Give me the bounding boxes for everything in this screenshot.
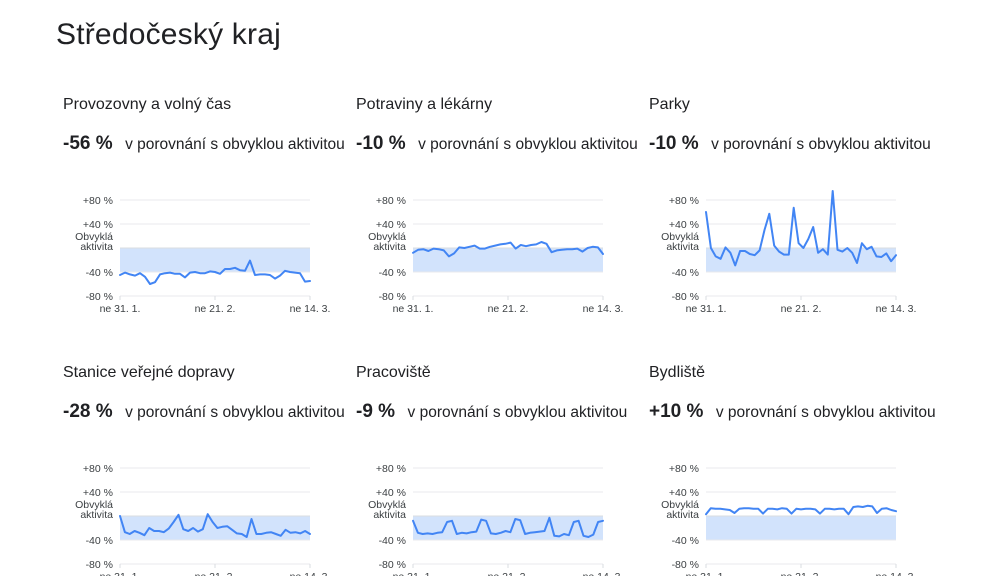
- y-tick-label: -40 %: [86, 535, 113, 547]
- y-tick-label: -40 %: [672, 267, 699, 279]
- y-tick-label: -40 %: [672, 535, 699, 547]
- chart-panel-doprava: Stanice veřejné dopravy -28 % v porovnán…: [56, 356, 346, 576]
- x-tick-label: ne 21. 2.: [488, 571, 529, 576]
- panel-title: Stanice veřejné dopravy: [63, 364, 235, 381]
- baseline-band: [120, 516, 310, 540]
- y-tick-label: Obvyklá aktivita: [661, 231, 699, 253]
- x-tick-label: ne 31. 1.: [686, 571, 727, 576]
- panel-title: Potraviny a lékárny: [356, 96, 493, 113]
- y-tick-label: -40 %: [86, 267, 113, 279]
- chart-panel-pracoviste: Pracoviště -9 % v porovnání s obvyklou a…: [349, 356, 639, 576]
- y-tick-label: -80 %: [86, 291, 113, 303]
- baseline-band: [706, 516, 896, 540]
- x-tick-label: ne 31. 1.: [393, 571, 434, 576]
- x-tick-label: ne 21. 2.: [781, 571, 822, 576]
- chart-panel-provozovny: Provozovny a volný čas -56 % v porovnání…: [56, 88, 346, 315]
- series-line: [412, 241, 604, 258]
- x-tick-label: ne 14. 3.: [290, 303, 331, 315]
- stat-label: v porovnání s obvyklou aktivitou: [715, 404, 936, 421]
- stat-value: -28 %: [63, 401, 113, 422]
- line-chart-potraviny[interactable]: +80 % +40 %Obvyklá aktivita -40 % -80 %ne 31…: [349, 183, 639, 315]
- series-line: [119, 259, 311, 285]
- panel-title: Parky: [649, 96, 690, 113]
- x-tick-label: ne 31. 1.: [686, 303, 727, 315]
- line-chart-parky[interactable]: +80 % +40 %Obvyklá aktivita -40 % -80 %ne 31…: [642, 183, 932, 315]
- y-tick-label: +80 %: [669, 463, 699, 475]
- baseline-band: [706, 248, 896, 272]
- y-tick-label: Obvyklá aktivita: [75, 231, 113, 253]
- y-tick-label: -80 %: [379, 291, 406, 303]
- y-tick-label: -40 %: [379, 267, 406, 279]
- y-tick-label: +40 %: [669, 487, 699, 499]
- x-tick-label: ne 14. 3.: [583, 303, 624, 315]
- chart-panel-bydliste: Bydliště +10 % v porovnání s obvyklou ak…: [642, 356, 936, 576]
- y-tick-label: Obvyklá aktivita: [368, 499, 406, 521]
- y-tick-label: -80 %: [672, 559, 699, 571]
- baseline-band: [413, 516, 603, 540]
- series-line: [705, 504, 897, 516]
- panel-stat: -28 % v porovnání s obvyklou aktivitou: [63, 401, 345, 423]
- panel-stat: -10 % v porovnání s obvyklou aktivitou: [649, 133, 931, 155]
- line-chart-provozovny[interactable]: +80 % +40 %Obvyklá aktivita -40 % -80 %ne 31…: [56, 183, 346, 315]
- baseline-band: [413, 248, 603, 272]
- y-tick-label: +80 %: [376, 195, 406, 207]
- series-line: [705, 190, 897, 267]
- x-tick-label: ne 14. 3.: [583, 571, 624, 576]
- stat-value: +10 %: [649, 401, 704, 422]
- y-tick-label: -80 %: [672, 291, 699, 303]
- y-tick-label: +40 %: [376, 487, 406, 499]
- x-tick-label: ne 31. 1.: [100, 303, 141, 315]
- page-title: Středočeský kraj: [56, 18, 281, 51]
- stat-value: -9 %: [356, 401, 396, 422]
- panel-title: Provozovny a volný čas: [63, 96, 232, 113]
- y-tick-label: +40 %: [83, 487, 113, 499]
- panel-stat: -9 % v porovnání s obvyklou aktivitou: [356, 401, 627, 423]
- stat-label: v porovnání s obvyklou aktivitou: [711, 136, 931, 153]
- y-tick-label: +40 %: [376, 219, 406, 231]
- x-tick-label: ne 14. 3.: [876, 571, 917, 576]
- baseline-band: [120, 248, 310, 272]
- x-tick-label: ne 21. 2.: [195, 571, 236, 576]
- y-tick-label: -40 %: [379, 535, 406, 547]
- panel-stat: +10 % v porovnání s obvyklou aktivitou: [649, 401, 936, 423]
- y-tick-label: Obvyklá aktivita: [661, 499, 699, 521]
- stat-label: v porovnání s obvyklou aktivitou: [125, 136, 345, 153]
- stat-value: -10 %: [649, 133, 699, 154]
- panel-stat: -56 % v porovnání s obvyklou aktivitou: [63, 133, 345, 155]
- stat-label: v porovnání s obvyklou aktivitou: [418, 136, 638, 153]
- x-tick-label: ne 14. 3.: [876, 303, 917, 315]
- x-tick-label: ne 21. 2.: [781, 303, 822, 315]
- x-tick-label: ne 21. 2.: [195, 303, 236, 315]
- stat-label: v porovnání s obvyklou aktivitou: [125, 404, 345, 421]
- stat-value: -56 %: [63, 133, 113, 154]
- y-tick-label: +80 %: [669, 195, 699, 207]
- panel-stat: -10 % v porovnání s obvyklou aktivitou: [356, 133, 638, 155]
- y-tick-label: -80 %: [379, 559, 406, 571]
- x-tick-label: ne 14. 3.: [290, 571, 331, 576]
- chart-panel-parky: Parky -10 % v porovnání s obvyklou aktiv…: [642, 88, 932, 315]
- y-tick-label: Obvyklá aktivita: [75, 499, 113, 521]
- y-tick-label: Obvyklá aktivita: [368, 231, 406, 253]
- y-tick-label: +80 %: [83, 463, 113, 475]
- y-tick-label: +80 %: [376, 463, 406, 475]
- series-line: [119, 513, 311, 538]
- x-tick-label: ne 31. 1.: [393, 303, 434, 315]
- x-tick-label: ne 21. 2.: [488, 303, 529, 315]
- panel-title: Pracoviště: [356, 364, 431, 381]
- y-tick-label: +40 %: [83, 219, 113, 231]
- series-line: [412, 516, 604, 538]
- chart-panel-potraviny: Potraviny a lékárny -10 % v porovnání s …: [349, 88, 639, 315]
- y-tick-label: +40 %: [669, 219, 699, 231]
- x-tick-label: ne 31. 1.: [100, 571, 141, 576]
- y-tick-label: -80 %: [86, 559, 113, 571]
- panel-title: Bydliště: [649, 364, 706, 381]
- stat-label: v porovnání s obvyklou aktivitou: [407, 404, 628, 421]
- stat-value: -10 %: [356, 133, 406, 154]
- y-tick-label: +80 %: [83, 195, 113, 207]
